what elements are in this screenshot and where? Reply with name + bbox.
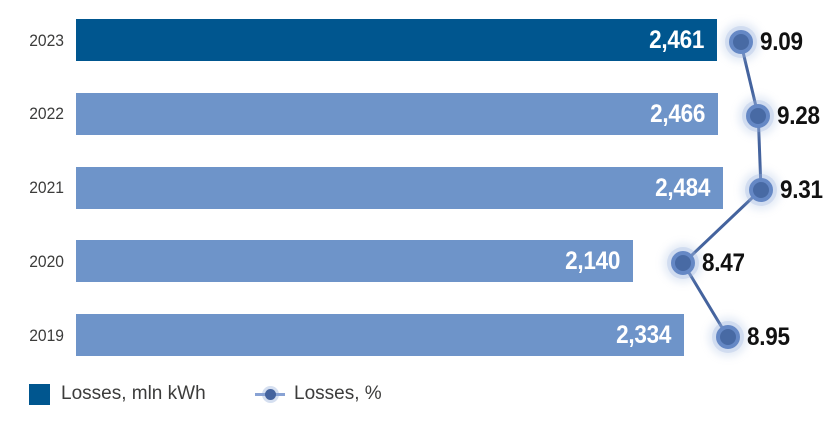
line-series-dot-icon [265, 388, 276, 400]
line-marker-2022 [746, 103, 771, 128]
line-marker-2020 [671, 251, 696, 276]
bar-value-label: 2,484 [654, 173, 710, 202]
bar-losses-kwh-2023: 2,461 [76, 19, 717, 61]
line-marker-2019 [715, 325, 740, 349]
line-marker-2021 [749, 177, 773, 202]
bar-series-swatch [29, 383, 50, 405]
bar-losses-kwh-2020: 2,140 [76, 240, 634, 283]
bar-value-label: 2,140 [565, 247, 621, 276]
legend: Losses, mln kWh Losses, % [0, 381, 840, 407]
category-label-2022: 2022 [29, 104, 64, 124]
bar-losses-kwh-2021: 2,484 [76, 166, 723, 209]
bar-losses-kwh-2022: 2,466 [76, 92, 718, 135]
bar-value-label: 2,334 [615, 321, 671, 349]
legend-item-losses-pct: Losses, % [255, 381, 382, 407]
line-value-label: 8.95 [746, 323, 790, 351]
line-value-label: 8.47 [702, 249, 746, 278]
category-label-2019: 2019 [29, 325, 64, 345]
legend-label-losses-kwh: Losses, mln kWh [61, 383, 206, 404]
bar-value-label: 2,461 [648, 26, 704, 54]
bar-value-label: 2,466 [650, 99, 705, 128]
line-marker-2023 [728, 30, 753, 54]
bar-losses-kwh-2019: 2,334 [76, 314, 684, 356]
category-label-2021: 2021 [29, 178, 64, 197]
category-label-2023: 2023 [29, 30, 64, 50]
legend-item-losses-kwh: Losses, mln kWh [29, 381, 206, 407]
line-value-label: 9.31 [780, 175, 823, 204]
line-value-label: 9.28 [777, 101, 820, 130]
category-label-2020: 2020 [29, 251, 64, 271]
legend-label-losses-pct: Losses, % [294, 383, 382, 404]
line-value-label: 9.09 [759, 28, 803, 56]
line-series-swatch [255, 388, 285, 400]
